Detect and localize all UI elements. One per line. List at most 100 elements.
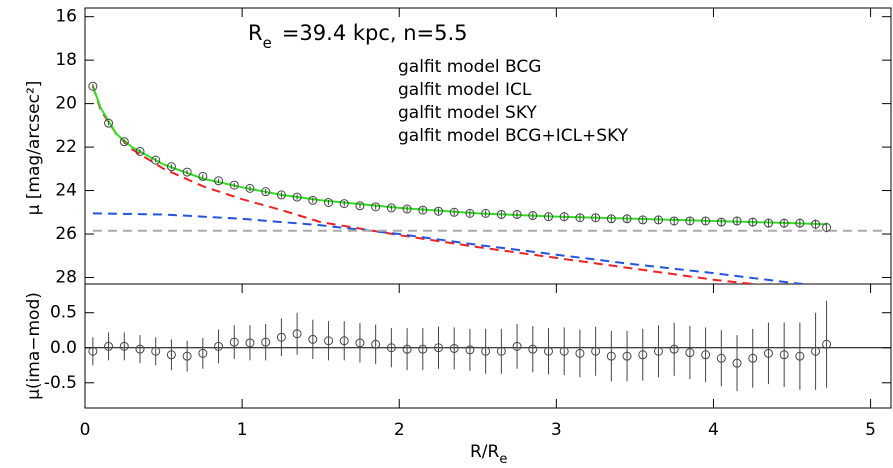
data-point — [434, 206, 444, 216]
data-point — [748, 353, 758, 363]
legend-entry: galfit model ICL — [398, 80, 532, 100]
legend-entry: galfit model BCG — [398, 57, 541, 77]
data-point — [653, 346, 663, 356]
annotation-part: =39.4 kpc, n=5.5 — [282, 21, 468, 45]
y-tick-label: 20 — [55, 94, 77, 114]
data-point — [402, 344, 412, 354]
legend-entry: galfit model BCG+ICL+SKY — [398, 126, 629, 146]
data-point — [386, 203, 396, 213]
x-axis-label-sub: e — [499, 452, 507, 467]
data-point — [245, 183, 255, 193]
data-point — [606, 351, 616, 361]
data-point — [701, 350, 711, 360]
data-point — [496, 346, 506, 356]
y-tick-label: 26 — [55, 224, 77, 244]
data-point — [324, 336, 334, 346]
data-point — [292, 329, 302, 339]
data-point — [104, 341, 114, 351]
data-point — [449, 207, 459, 217]
data-point — [324, 198, 334, 208]
x-tick-label: 5 — [865, 420, 876, 440]
data-point — [261, 187, 271, 197]
data-point — [669, 216, 679, 226]
data-point — [543, 346, 553, 356]
data-point — [418, 205, 428, 215]
data-point — [716, 217, 726, 227]
plot-area — [88, 300, 832, 392]
data-point — [716, 353, 726, 363]
x-tick-label: 2 — [394, 420, 405, 440]
data-point — [166, 350, 176, 360]
data-point — [763, 218, 773, 228]
data-point — [355, 338, 365, 348]
data-point — [465, 345, 475, 355]
data-point — [386, 343, 396, 353]
data-point — [119, 137, 129, 147]
data-point — [496, 209, 506, 219]
data-point — [198, 171, 208, 181]
data-point — [669, 344, 679, 354]
data-point — [528, 211, 538, 221]
data-point — [543, 212, 553, 222]
data-point — [229, 337, 239, 347]
data-point — [151, 346, 161, 356]
data-point — [701, 216, 711, 226]
data-point — [732, 358, 742, 368]
data-point — [732, 216, 742, 226]
data-point — [151, 155, 161, 165]
data-point — [685, 348, 695, 358]
data-point — [779, 218, 789, 228]
data-point — [182, 351, 192, 361]
legend-entry: galfit model SKY — [398, 103, 537, 123]
data-point — [606, 214, 616, 224]
data-point — [88, 81, 98, 91]
data-point — [245, 338, 255, 348]
data-point — [638, 215, 648, 225]
data-point — [104, 118, 114, 128]
data-point — [308, 334, 318, 344]
y-tick-label: -0.5 — [44, 373, 77, 393]
data-point — [434, 343, 444, 353]
data-point — [166, 162, 176, 172]
y-axis-label: μ [mag/arcsec²] — [24, 81, 44, 216]
y-tick-label: 28 — [55, 267, 77, 287]
data-point — [575, 348, 585, 358]
data-point — [308, 195, 318, 205]
data-point — [591, 213, 601, 223]
data-point — [822, 222, 832, 232]
data-point — [795, 218, 805, 228]
y-tick-label: 0.0 — [50, 338, 77, 358]
data-point — [402, 204, 412, 214]
x-axis-label: R/Re — [470, 442, 507, 467]
annotation: Re =39.4 kpc, n=5.5 — [248, 21, 468, 52]
y-axis-label: μ(ima−mod) — [24, 292, 44, 400]
data-point — [339, 199, 349, 209]
data-point — [182, 167, 192, 177]
annotation-sub: e — [263, 34, 272, 52]
data-point — [261, 337, 271, 347]
data-point — [371, 202, 381, 212]
model-line — [92, 212, 813, 284]
data-point — [811, 346, 821, 356]
data-point — [371, 339, 381, 349]
data-point — [512, 209, 522, 219]
y-tick-label: 24 — [55, 181, 77, 201]
x-axis-label-main: R/R — [470, 442, 500, 462]
data-point — [528, 344, 538, 354]
data-point — [779, 350, 789, 360]
data-point — [418, 344, 428, 354]
data-point — [622, 214, 632, 224]
data-point — [575, 213, 585, 223]
y-tick-label: 16 — [55, 7, 77, 27]
x-tick-label: 4 — [708, 420, 719, 440]
data-point — [229, 180, 239, 190]
data-point — [214, 341, 224, 351]
data-point — [355, 201, 365, 211]
x-tick-label: 3 — [551, 420, 562, 440]
annotation-part: R — [248, 21, 263, 45]
x-tick-label: 0 — [80, 420, 91, 440]
data-point — [748, 217, 758, 227]
data-point — [276, 332, 286, 342]
data-point — [653, 215, 663, 225]
